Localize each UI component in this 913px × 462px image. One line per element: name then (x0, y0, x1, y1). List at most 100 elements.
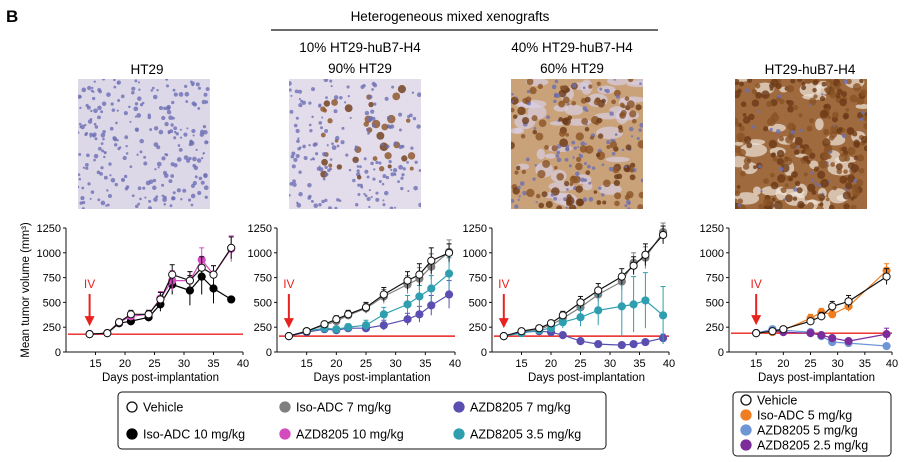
legend-marker (740, 409, 752, 421)
x-tick-label: 20 (545, 358, 557, 370)
series-vehicle (499, 225, 668, 341)
data-point (629, 300, 638, 309)
data-point (302, 327, 311, 336)
x-tick-label: 35 (859, 358, 871, 370)
y-tick-label: 750 (469, 273, 487, 285)
data-point (427, 284, 436, 293)
data-point (320, 320, 329, 329)
series-line (89, 247, 232, 335)
data-point (828, 310, 837, 319)
x-tick-label: 20 (777, 358, 789, 370)
data-point (558, 331, 567, 340)
iv-label: IV (283, 277, 294, 291)
data-point (361, 303, 371, 312)
legend-main-item-4: AZD8205 10 mg/kg (279, 428, 404, 442)
y-tick-label: 0 (266, 347, 272, 359)
data-point (227, 243, 236, 252)
data-point (882, 272, 891, 281)
data-point (659, 311, 668, 320)
iv-label: IV (750, 277, 761, 291)
data-point (403, 315, 412, 324)
y-tick-label: 0 (481, 347, 487, 359)
x-tick-label: 25 (148, 358, 160, 370)
dose-arrow-head (84, 316, 95, 327)
data-point (427, 301, 436, 310)
x-tick-label: 35 (419, 358, 431, 370)
y-tick-label: 1000 (248, 248, 272, 260)
data-point (617, 302, 626, 311)
series-line (756, 270, 888, 334)
x-tick-label: 25 (574, 358, 586, 370)
y-tick-label: 250 (254, 322, 272, 334)
series-azd8205-3-5-mg-kg (499, 272, 668, 345)
y-tick-label: 1000 (37, 248, 61, 260)
data-point (403, 276, 412, 285)
data-point (828, 334, 837, 343)
y-tick-label: 1250 (700, 223, 724, 235)
legend-right-item-2: Iso-ADC 5 mg/kg (740, 409, 852, 423)
legend-marker (126, 428, 138, 440)
dose-arrow-head (498, 318, 509, 329)
data-point (379, 290, 388, 299)
data-point (168, 270, 177, 279)
ihc-image-1 (78, 79, 210, 209)
y-tick-label: 500 (469, 297, 487, 309)
dose-arrow-head (751, 315, 762, 326)
legend-right-item-1: Vehicle (740, 394, 797, 408)
y-tick-label: 1250 (248, 223, 272, 235)
y-tick-label: 1000 (700, 248, 724, 260)
x-tick-label: 15 (89, 358, 101, 370)
data-point (144, 310, 153, 319)
series-vehicle (284, 243, 454, 341)
data-point (817, 312, 826, 321)
data-point (576, 336, 585, 346)
data-point (558, 311, 567, 320)
legend-label: Iso-ADC 7 mg/kg (296, 401, 391, 415)
x-tick-label: 30 (178, 358, 190, 370)
data-point (126, 310, 135, 319)
x-tick-label: 15 (515, 358, 527, 370)
legend-main-item-2: Iso-ADC 10 mg/kg (126, 428, 245, 442)
legend-main-item-6: AZD8205 3.5 mg/kg (453, 428, 581, 442)
data-point (558, 318, 567, 327)
data-point (535, 324, 544, 333)
data-point (197, 263, 206, 272)
data-point (361, 321, 371, 330)
legend-label: AZD8205 5 mg/kg (757, 424, 858, 438)
data-point (641, 296, 650, 305)
x-tick-label: 20 (330, 358, 342, 370)
data-point (379, 310, 388, 319)
legend-main-frame (117, 391, 607, 450)
series-line (756, 276, 887, 334)
legend-marker (126, 401, 138, 413)
legend-main-item-3: Iso-ADC 7 mg/kg (279, 401, 391, 415)
x-tick-label: 25 (804, 358, 816, 370)
data-point (332, 315, 341, 324)
data-point (629, 339, 638, 349)
y-tick-label: 750 (706, 273, 724, 285)
y-tick-label: 250 (43, 322, 61, 334)
data-point (344, 323, 353, 332)
data-point (444, 269, 454, 278)
data-point (641, 250, 650, 259)
data-point (209, 284, 218, 293)
data-point (444, 248, 454, 257)
legend-main: Vehicle Iso-ADC 10 mg/kg Iso-ADC 7 mg/kg AZ… (126, 401, 581, 442)
data-point (227, 295, 236, 304)
x-tick-label: 15 (301, 358, 313, 370)
data-point (546, 319, 556, 328)
legend-right-item-3: AZD8205 5 mg/kg (740, 424, 858, 438)
x-tick-label: 40 (663, 358, 675, 370)
data-point (517, 327, 526, 336)
data-point (576, 298, 585, 307)
series-vehicle (752, 268, 891, 338)
x-axis-label: Days post-implantation (528, 372, 645, 384)
data-point (752, 329, 761, 338)
data-point (882, 341, 891, 351)
legend-label: AZD8205 2.5 mg/kg (757, 439, 868, 453)
series-line (503, 231, 664, 337)
data-point (768, 327, 777, 336)
ihc-image-3 (511, 79, 643, 209)
legend-label: AZD8205 3.5 mg/kg (470, 428, 581, 442)
